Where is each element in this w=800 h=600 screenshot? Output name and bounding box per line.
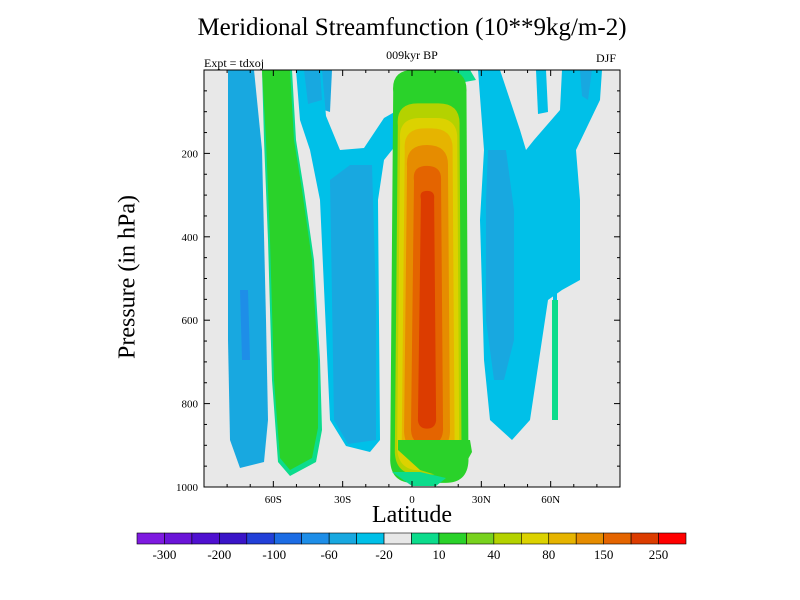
colorbar-swatch [136, 532, 165, 545]
contour-region-5 [240, 290, 250, 360]
colorbar-swatch [438, 532, 467, 545]
colorbar-swatch [383, 532, 412, 545]
colorbar-swatch [520, 532, 550, 545]
contour-region-1 [228, 70, 268, 468]
colorbar-label: -100 [262, 547, 286, 562]
colorbar-swatch [219, 532, 248, 545]
y-tick-label: 600 [182, 315, 199, 327]
chart-title: Meridional Streamfunction (10**9kg/m-2) [197, 14, 627, 41]
colorbar-label: 40 [487, 547, 500, 562]
hadley-cell-fringe [398, 440, 472, 478]
contour-region-12 [552, 300, 558, 420]
x-axis-title: Latitude [372, 502, 452, 528]
colorbar-swatch [246, 532, 275, 545]
colorbar-label: 150 [594, 547, 614, 562]
colorbar-swatch [603, 532, 632, 545]
colorbar-label: 80 [542, 547, 555, 562]
colorbar-swatch [466, 532, 495, 545]
colorbar-swatch [191, 532, 220, 545]
plot-axes: 60S 30S 0 30N 60N 200 400 600 800 1000 [176, 69, 621, 506]
hadley-cell-contour-7 [417, 190, 437, 429]
colorbar-label: -200 [207, 547, 231, 562]
colorbar-label: -60 [320, 547, 337, 562]
colorbar-swatch [630, 532, 659, 545]
x-tick-label: 60N [541, 494, 560, 506]
colorbar-swatch [493, 532, 522, 545]
contour-region-9 [486, 150, 514, 380]
colorbar-swatch [356, 532, 385, 545]
surface-contour-fringe [392, 472, 446, 486]
x-tick-label: 0 [409, 494, 415, 506]
contour-region-13 [553, 270, 557, 300]
contour-plot-area [204, 70, 620, 487]
contour-region-14 [304, 70, 322, 104]
colorbar-swatch [658, 532, 687, 545]
colorbar-label: -300 [153, 547, 177, 562]
colorbar-swatch [411, 532, 440, 545]
colorbar-swatch [301, 532, 330, 545]
colorbar-swatch [575, 532, 604, 545]
colorbar-label: 250 [649, 547, 669, 562]
colorbar-swatch [273, 532, 303, 545]
y-tick-label: 200 [182, 148, 199, 160]
x-tick-label: 30S [334, 494, 351, 506]
colorbar-swatch [548, 532, 577, 545]
experiment-label: Expt = tdxoj [204, 56, 265, 70]
season-label: DJF [596, 51, 617, 65]
colorbar-label: 10 [432, 547, 445, 562]
colorbar-swatch [328, 532, 357, 545]
colorbar-label: -20 [375, 547, 392, 562]
y-tick-label: 400 [182, 232, 199, 244]
contour-region-7 [262, 70, 318, 470]
contour-region-10 [580, 70, 592, 100]
y-tick-label: 800 [182, 399, 199, 411]
y-tick-label: 1000 [176, 482, 199, 494]
x-tick-label: 60S [265, 494, 282, 506]
colorbar: -300 -200 -100 -60 -20 10 40 80 150 250 [136, 532, 687, 562]
contour-region-11 [536, 70, 548, 114]
contour-region-4 [330, 165, 376, 444]
x-tick-label: 30N [472, 494, 491, 506]
colorbar-swatch [164, 532, 193, 545]
chart-subtitle: 009kyr BP [386, 48, 438, 62]
